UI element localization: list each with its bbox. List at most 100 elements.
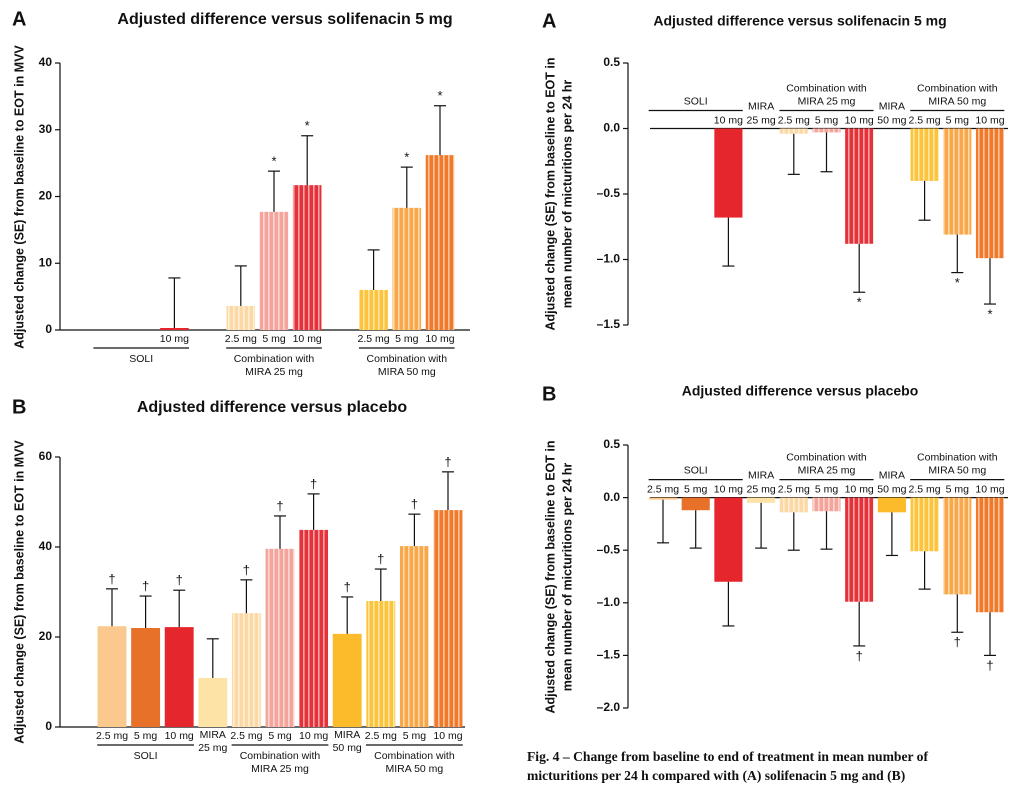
group-label: 50 mg — [877, 114, 906, 126]
group-label: 50 mg — [877, 483, 906, 495]
group-label: Combination with — [374, 750, 455, 762]
group-label: SOLI — [134, 750, 158, 762]
bar — [714, 128, 743, 218]
group-label: MIRA 50 mg — [378, 366, 436, 378]
y-tick-label: –0.5 — [597, 542, 621, 556]
x-tick-label: 2.5 mg — [358, 333, 390, 345]
bar — [433, 510, 463, 727]
x-tick-label: 10 mg — [714, 483, 743, 495]
bar — [292, 185, 322, 330]
group-label: MIRA 50 mg — [386, 763, 444, 775]
significance-marker: * — [857, 295, 862, 310]
bar — [747, 497, 776, 503]
x-tick-label: 10 mg — [160, 333, 189, 345]
group-label: MIRA — [200, 729, 226, 741]
bar — [845, 128, 874, 244]
group-label: 25 mg — [747, 483, 776, 495]
group-label: MIRA 50 mg — [928, 464, 986, 476]
x-tick-label: 10 mg — [425, 333, 454, 345]
x-tick-label: 2.5 mg — [365, 730, 397, 742]
x-tick-label: 10 mg — [714, 114, 743, 126]
bar — [425, 155, 455, 330]
y-tick-label: 40 — [39, 55, 53, 69]
bar — [164, 627, 194, 727]
significance-marker: † — [954, 635, 961, 650]
significance-marker: † — [986, 658, 993, 673]
y-tick-label: –1.0 — [597, 595, 621, 609]
group-label: MIRA 25 mg — [798, 95, 856, 107]
significance-marker: † — [444, 454, 451, 469]
x-tick-label: 10 mg — [845, 483, 874, 495]
x-tick-label: 2.5 mg — [909, 114, 941, 126]
bar — [359, 289, 388, 330]
panel-letter: B — [542, 383, 556, 405]
panel-letter: B — [12, 396, 26, 418]
x-tick-label: 2.5 mg — [909, 483, 941, 495]
bar — [366, 601, 396, 727]
y-axis-label: mean number of micturitions per 24 hr — [560, 463, 574, 692]
x-tick-label: 2.5 mg — [230, 730, 262, 742]
x-tick-label: 10 mg — [299, 730, 328, 742]
x-tick-label: 5 mg — [403, 730, 427, 742]
significance-marker: * — [987, 306, 992, 321]
significance-marker: † — [108, 571, 115, 586]
x-tick-label: 5 mg — [134, 730, 158, 742]
group-label: Combination with — [917, 82, 998, 94]
y-axis-label: Adjusted change (SE) from baseline to EO… — [543, 58, 557, 331]
panel-letter: A — [12, 8, 26, 30]
group-label: MIRA — [748, 100, 774, 112]
bar — [97, 626, 127, 727]
x-tick-label: 10 mg — [845, 114, 874, 126]
significance-marker: * — [404, 150, 409, 165]
x-tick-label: 5 mg — [684, 483, 708, 495]
significance-marker: * — [955, 275, 960, 290]
y-axis-label: mean number of micturitions per 24 hr — [560, 80, 574, 309]
group-label: SOLI — [684, 95, 708, 107]
group-label: 25 mg — [747, 114, 776, 126]
x-tick-label: 5 mg — [268, 730, 292, 742]
y-tick-label: –1.5 — [597, 317, 621, 331]
x-tick-label: 2.5 mg — [778, 114, 810, 126]
bar — [648, 497, 678, 500]
significance-marker: * — [305, 118, 310, 133]
y-tick-label: 0.5 — [603, 437, 620, 451]
bar — [779, 128, 808, 134]
chart-title: Adjusted difference versus placebo — [137, 399, 408, 416]
x-tick-label: 5 mg — [815, 114, 839, 126]
y-tick-label: –2.0 — [597, 700, 621, 714]
bar — [198, 677, 228, 727]
bar — [910, 128, 939, 181]
group-label: 25 mg — [198, 742, 227, 754]
significance-marker: † — [411, 497, 418, 512]
bar — [299, 529, 329, 727]
bar — [812, 497, 841, 512]
x-tick-label: 5 mg — [395, 333, 419, 345]
bar — [226, 305, 256, 330]
y-tick-label: 0.5 — [603, 55, 620, 69]
y-axis-label: Adjusted change (SE) from baseline to EO… — [543, 441, 557, 714]
bar — [714, 497, 743, 582]
group-label: MIRA — [334, 729, 360, 741]
group-label: Combination with — [240, 750, 321, 762]
bar — [231, 613, 261, 727]
bar — [845, 497, 874, 602]
significance-marker: † — [276, 498, 283, 513]
bar — [975, 497, 1005, 613]
y-tick-label: 0.0 — [603, 121, 620, 135]
y-tick-label: 0 — [45, 322, 52, 336]
x-tick-label: 5 mg — [262, 333, 286, 345]
y-tick-label: –1.0 — [597, 252, 621, 266]
significance-marker: † — [243, 562, 250, 577]
group-label: MIRA — [748, 469, 774, 481]
bar — [265, 548, 295, 727]
x-tick-label: 2.5 mg — [778, 483, 810, 495]
bar — [131, 628, 161, 727]
chart-title: Adjusted difference versus placebo — [682, 383, 919, 399]
y-tick-label: 40 — [39, 539, 53, 553]
significance-marker: † — [344, 579, 351, 594]
bar — [975, 128, 1005, 259]
bar — [877, 497, 906, 513]
significance-marker: * — [271, 154, 276, 169]
bar — [399, 546, 429, 727]
